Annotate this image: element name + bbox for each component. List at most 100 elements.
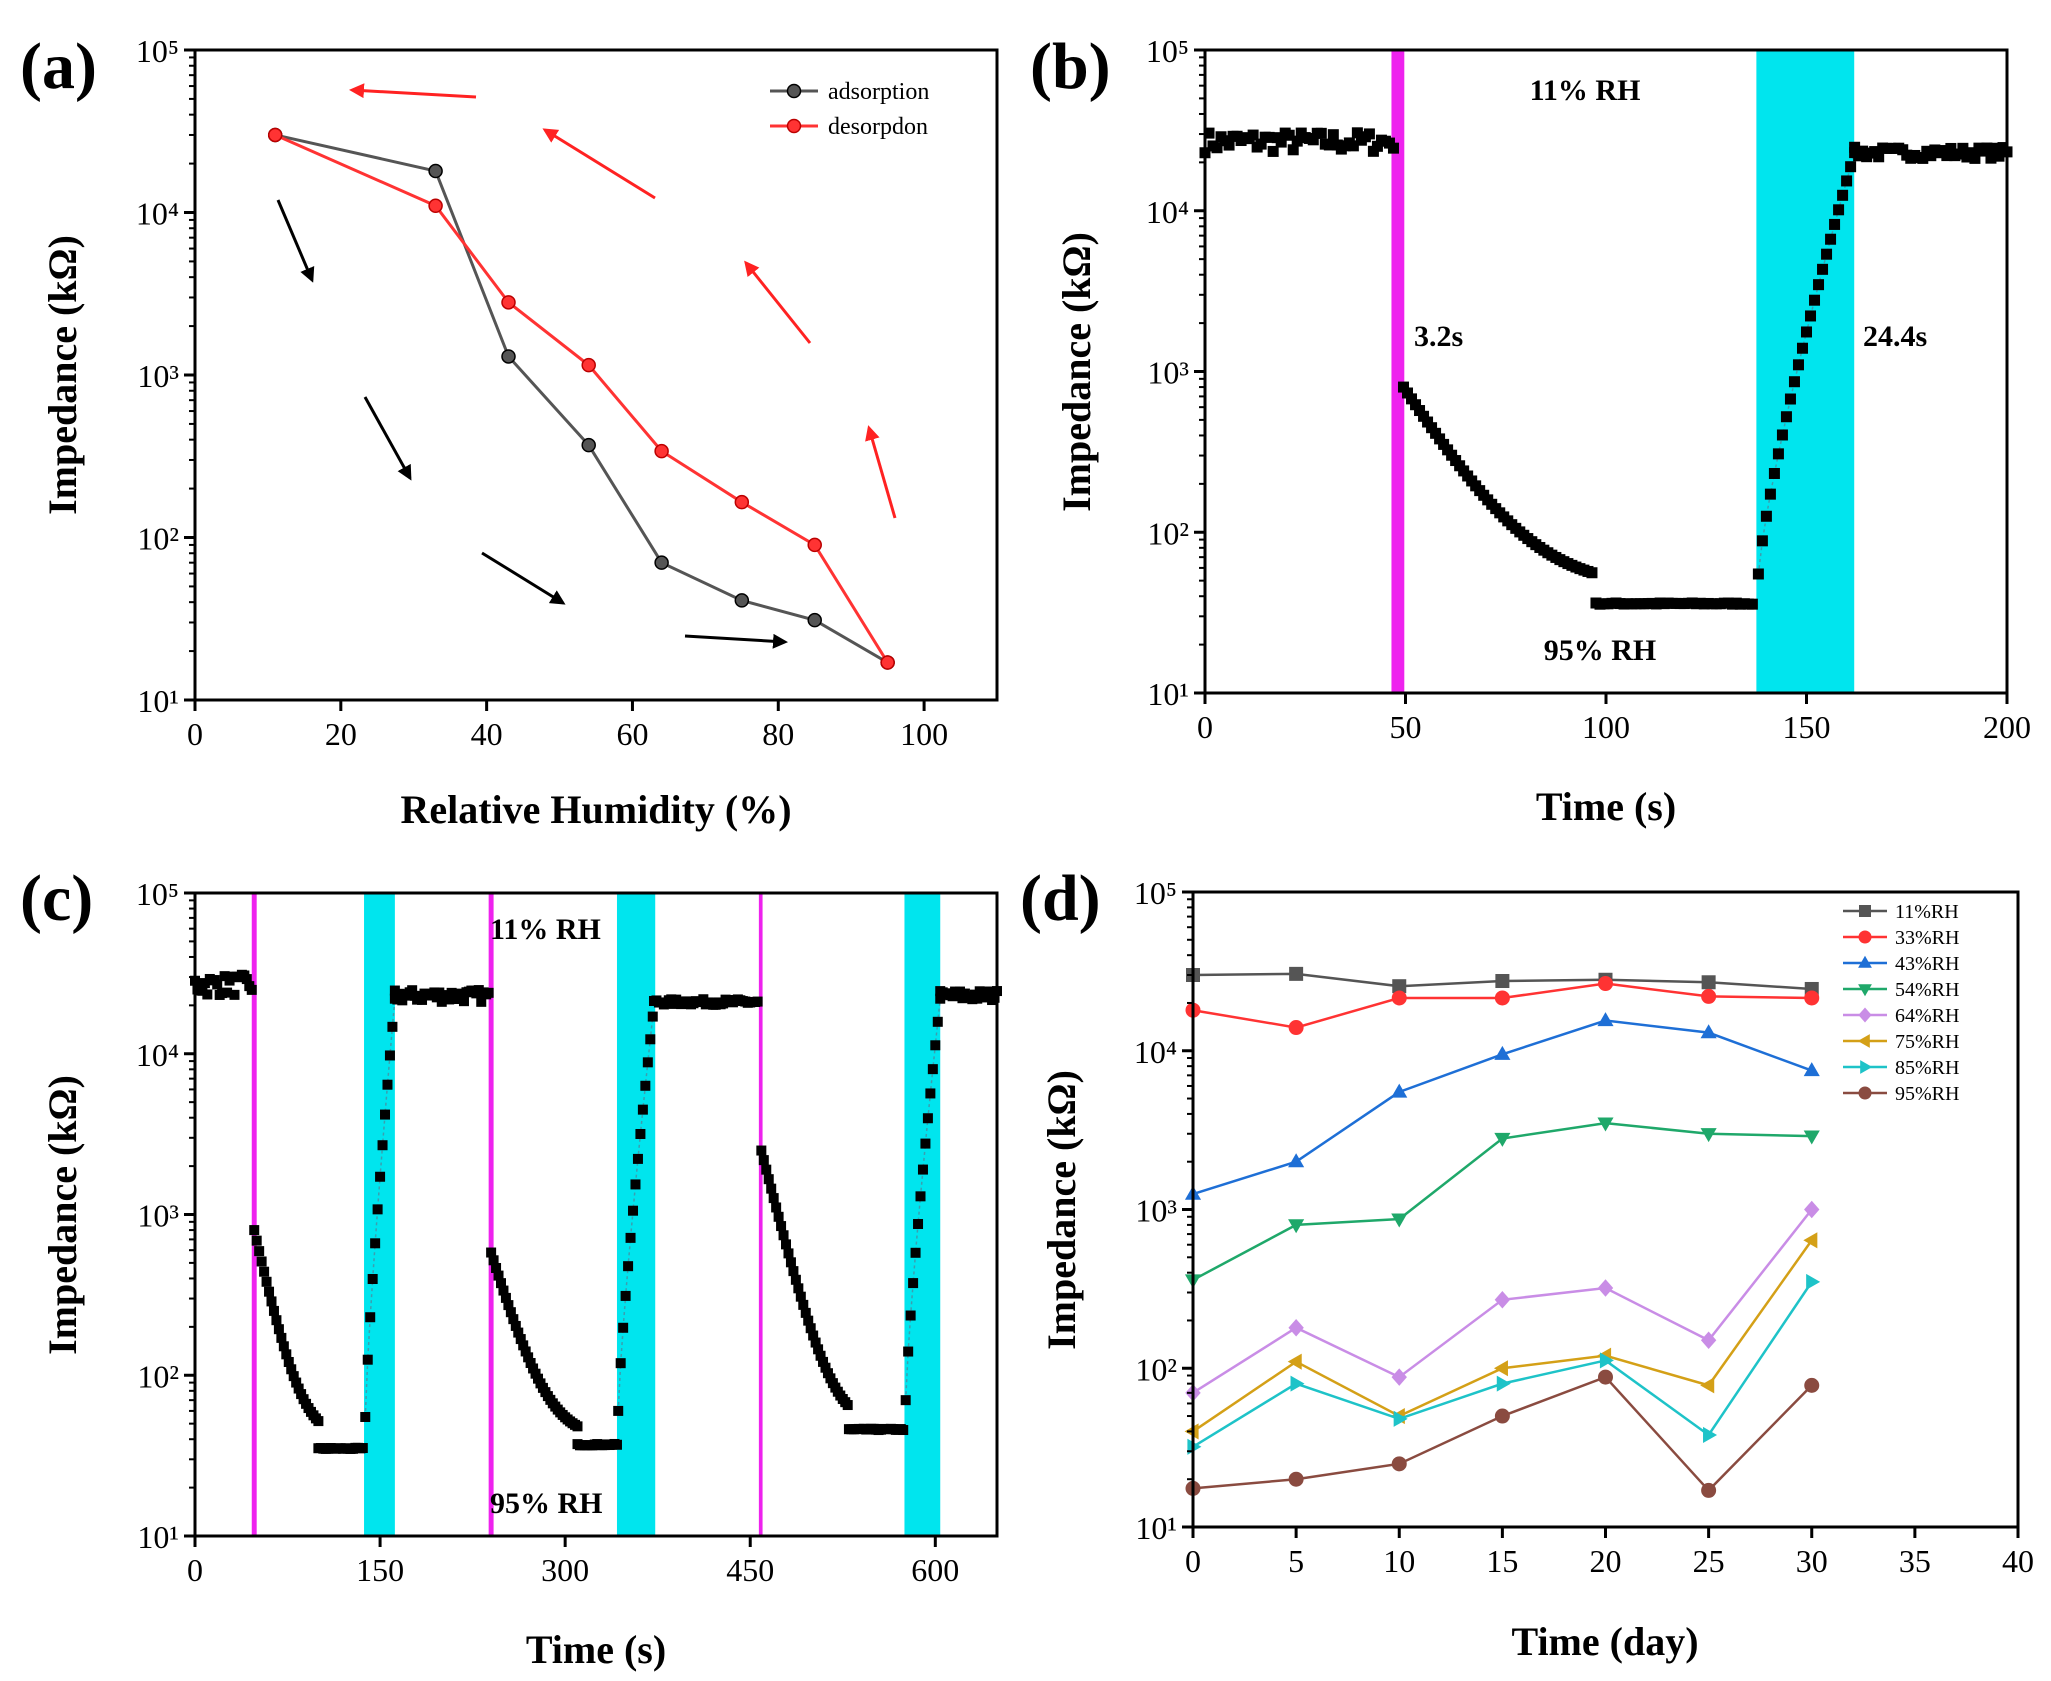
panel-c-point (313, 1416, 324, 1427)
panel-d-point-54%RH-6 (1803, 1130, 1820, 1145)
panel-d-point-54%RH-3 (1494, 1132, 1511, 1147)
panel-b-point (1829, 218, 1841, 230)
panel-d-point-95%RH-2 (1391, 1456, 1407, 1472)
panel-d-point-33%RH-1 (1288, 1020, 1304, 1036)
panel-d-point-75%RH-5 (1700, 1377, 1715, 1394)
panel-c-point (377, 1140, 388, 1151)
panel-d-point-85%RH-1 (1290, 1375, 1305, 1392)
panel-a-xtick-label-5: 100 (900, 716, 948, 752)
panel-c-rise-line-7 (617, 1016, 654, 1411)
panel-d-legend-marker-95%RH (1858, 1086, 1872, 1100)
panel-d-point-64%RH-5 (1700, 1331, 1717, 1350)
panel-b-point (1993, 150, 2005, 162)
panel-b-point (1784, 393, 1796, 405)
panel-c-point (508, 1314, 519, 1325)
panel-c-point (488, 1255, 499, 1266)
panel-c-point (798, 1299, 809, 1310)
panel-a-point-desorpdon-7 (880, 655, 895, 670)
panel-c-point (768, 1193, 779, 1204)
arrow-red-1 (865, 425, 897, 519)
panel-d-legend-marker-75%RH (1857, 1034, 1870, 1048)
panel-b-point (1981, 142, 1993, 154)
panel-c-point (259, 1266, 270, 1277)
panel-c-band-recovery-1 (364, 893, 395, 1536)
panel-c-point (286, 1364, 297, 1375)
panel-c-point (222, 987, 233, 998)
panel-c-point (372, 1204, 383, 1215)
arrow-black-2 (363, 396, 412, 481)
panel-a-line-adsorption (274, 133, 889, 664)
panel-d-point-43%RH-4 (1597, 1012, 1614, 1027)
panel-c-point (271, 1315, 282, 1326)
panel-d-point-11%RH-3 (1495, 974, 1510, 989)
arrow-black-4 (684, 633, 788, 649)
panel-c-point (500, 1292, 511, 1303)
panel-a-arrows (276, 83, 897, 649)
panel-c-point (276, 1332, 287, 1343)
panel-b-ytick-label-1: 10² (1147, 515, 1189, 551)
panel-c-point (572, 1421, 583, 1432)
panel-c-point (810, 1337, 821, 1348)
panel-d-point-85%RH-2 (1393, 1410, 1408, 1427)
panel-a-point-desorpdon-2 (501, 295, 516, 310)
panel-d-ytick-label-1: 10² (1135, 1351, 1177, 1387)
panel-d-label: (d) (1020, 862, 1101, 935)
panel-a-frame (193, 48, 999, 702)
panel-b-point (1402, 387, 1414, 399)
panel-d-legend-label-75%RH: 75%RH (1895, 1031, 1959, 1053)
panel-c-point (202, 989, 213, 1000)
panel-c-point (822, 1368, 833, 1379)
panel-b-ytick-label-0: 10¹ (1147, 676, 1189, 712)
panel-c-xtick-label-2: 300 (541, 1552, 589, 1588)
panel-d-xtick-label-2: 10 (1383, 1543, 1415, 1579)
panel-c-point (293, 1383, 304, 1394)
panel-d-point-64%RH-6 (1804, 1200, 1820, 1219)
panel-c-point (505, 1307, 516, 1318)
panel-c-point (905, 1310, 916, 1321)
panel-b-point (1418, 410, 1430, 422)
panel-c-point (783, 1248, 794, 1259)
panel-b-point (1776, 429, 1788, 441)
panel-c-rise-line-11 (904, 998, 941, 1401)
panel-b-bands (1391, 50, 1855, 693)
panel-c-point (785, 1257, 796, 1268)
panel-a-ytick-label-3: 10⁴ (136, 196, 179, 232)
panel-c-point (288, 1371, 299, 1382)
panel-b-point (1327, 129, 1339, 141)
panel-a-label: (a) (20, 30, 97, 103)
panel-a-point-adsorption-3 (581, 437, 596, 453)
panel-c-point (495, 1278, 506, 1289)
panel-b-xtick-label-3: 150 (1783, 709, 1831, 745)
panel-b-xtick-label-0: 0 (1197, 709, 1213, 745)
panel-d-xtick-label-1: 5 (1288, 1543, 1304, 1579)
panel-b-point (1363, 128, 1375, 140)
panel-c-point (763, 1174, 774, 1185)
panel-a-xtick-label-2: 40 (471, 716, 503, 752)
panel-b-point (1792, 359, 1804, 371)
panel-c-point (241, 974, 252, 985)
panel-b-xtick-label-1: 50 (1390, 709, 1422, 745)
panel-b-band-response (1391, 50, 1405, 693)
panel-b-point (1825, 233, 1837, 245)
panel-c-band-response-1 (251, 893, 257, 1536)
panel-d-point-95%RH-3 (1494, 1408, 1510, 1424)
panel-d-xtick-label-4: 20 (1590, 1543, 1622, 1579)
panel-b-series (1199, 127, 2013, 610)
panel-d-legend-label-64%RH: 64%RH (1895, 1005, 1959, 1027)
panel-b-point (1760, 510, 1772, 522)
panel-d-series (1184, 966, 1821, 1498)
panel-c-point (515, 1334, 526, 1345)
panel-c-point (771, 1202, 782, 1213)
panel-c-point (637, 1104, 648, 1115)
panel-c-point (630, 1179, 641, 1190)
panel-d-ylabel: Impedance (kΩ) (1039, 1070, 1084, 1350)
panel-c-point (623, 1261, 634, 1272)
panel-b-xtick-label-2: 100 (1582, 709, 1630, 745)
panel-d-point-43%RH-5 (1700, 1024, 1717, 1039)
panel-c-point (628, 1205, 639, 1216)
panel-c-point (842, 1400, 853, 1411)
panel-d-legend-label-95%RH: 95%RH (1895, 1083, 1959, 1105)
panel-b-ytick-label-3: 10⁴ (1146, 194, 1189, 230)
panel-c-point (523, 1352, 534, 1363)
legend-desorpdon-label: desorpdon (828, 114, 928, 140)
